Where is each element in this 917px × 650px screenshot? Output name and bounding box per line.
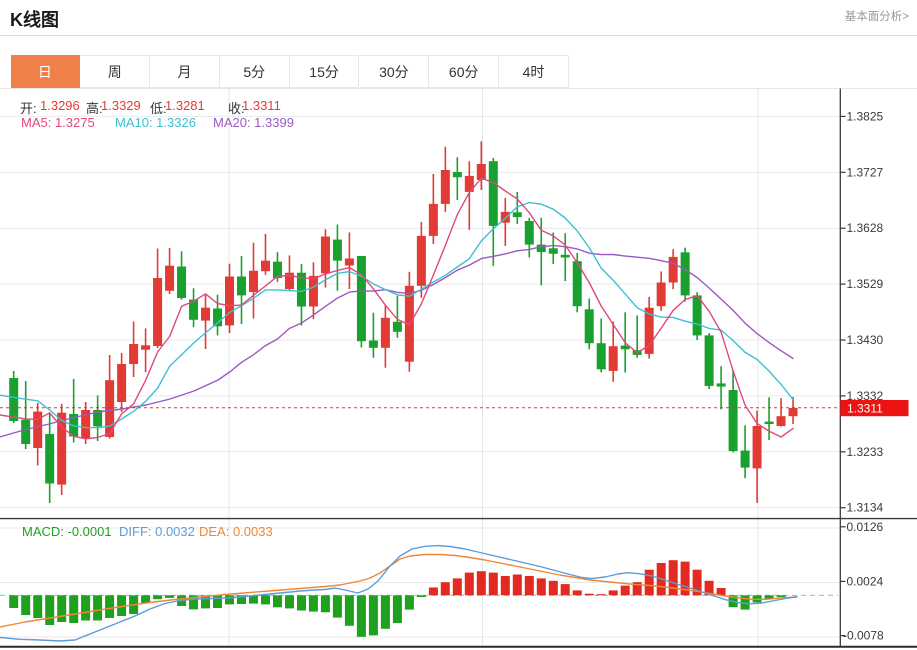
svg-text:1.3529: 1.3529 xyxy=(847,277,884,291)
svg-text:1.3430: 1.3430 xyxy=(847,333,884,347)
svg-text:1.3727: 1.3727 xyxy=(847,165,884,179)
svg-text:0.0126: 0.0126 xyxy=(847,520,884,534)
svg-text:1.3825: 1.3825 xyxy=(847,109,884,123)
svg-text:0.0024: 0.0024 xyxy=(847,574,884,588)
svg-text:1.3134: 1.3134 xyxy=(847,501,884,515)
svg-text:1.3332: 1.3332 xyxy=(847,389,884,403)
svg-text:1.3628: 1.3628 xyxy=(847,221,884,235)
svg-text:1.3311: 1.3311 xyxy=(847,402,883,416)
svg-text:-0.0078: -0.0078 xyxy=(843,629,884,643)
svg-text:1.3233: 1.3233 xyxy=(847,445,884,459)
